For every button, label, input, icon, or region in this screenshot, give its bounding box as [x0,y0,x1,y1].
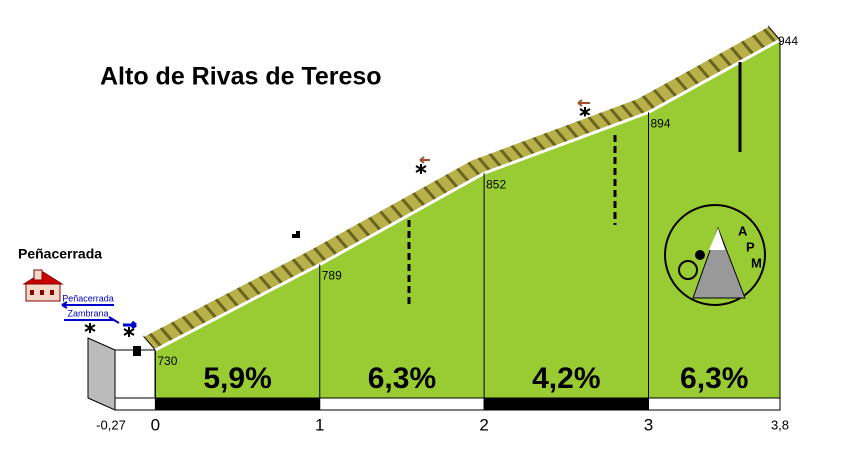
km-bar [648,397,781,411]
band-stripe [597,111,613,128]
band-stripe [553,127,569,144]
gradient-label: 5,9% [203,362,271,395]
band-stripe [170,320,185,337]
band-stripe [751,33,766,50]
asterisks [84,107,591,337]
band-stripe [291,257,306,274]
km-bar [319,397,485,411]
band-stripe [685,69,700,86]
markers [407,62,742,308]
band-stripe [236,286,251,303]
band-stripe [476,156,492,173]
x-tick-label: 3,8 [771,417,789,432]
band-stripe [619,103,635,120]
logo-letter: M [751,255,762,270]
direction-arrow [123,320,137,330]
band-stripe [258,274,273,291]
icon [133,346,141,356]
icon [292,231,300,238]
profile-edge [142,25,769,337]
band-stripe [181,314,196,331]
band-stripe [520,139,536,156]
band-stripe [740,39,755,56]
band-stripe [400,197,415,214]
x-tick-label: 1 [315,415,324,434]
logo: A P M [664,204,766,306]
band-stripe [707,57,722,74]
gradient-label: 6,3% [368,362,436,395]
band-stripe [411,191,426,208]
band-stripe [422,185,437,202]
band-stripe [367,215,382,232]
band-stripe [509,143,525,160]
sign-arrow [61,301,114,309]
band-stripe [487,152,503,168]
band-stripe [192,309,207,325]
start-area [114,349,156,399]
band-stripe [225,291,240,308]
band-stripe [455,166,470,183]
band-stripe [323,240,338,257]
band-stripe [652,88,667,105]
plot: 730 789 852 894 944 5,9% 6,3% 4,2% 6,3% -0,27 0 1 2 3… [96,25,798,434]
band-stripe [718,51,733,68]
village-icon [22,269,64,302]
elevation-label: 730 [157,354,177,368]
logo-letter: P [746,239,755,254]
band-stripe [214,297,229,314]
x-tick-label: -0,27 [96,417,126,432]
direction-arrow [419,156,430,164]
sign-arrow [64,316,120,324]
band-stripe [444,172,459,189]
x-tick-label: 3 [644,415,653,434]
gradient-label: 6,3% [680,362,748,395]
direction-arrow [577,99,590,107]
band-stripe [531,135,547,152]
band-stripe [269,268,284,285]
band-stripe [345,227,360,244]
band-stripe [696,63,711,80]
logo-letter: A [738,223,748,238]
band-stripe [542,131,558,148]
start-block [87,337,116,411]
elevation-label: 894 [651,117,671,131]
band-stripe [312,246,327,263]
band-stripe [498,147,514,164]
band-stripe [247,280,262,297]
x-tick-label: 2 [479,415,488,434]
band-stripe [608,107,624,124]
band-stripe [564,123,580,140]
band-stripe [729,45,744,62]
gradient-label: 4,2% [532,362,600,395]
band-stripe [433,179,448,195]
band-stripe [159,326,174,343]
chart-title: Alto de Rivas de Tereso [100,63,382,91]
band-stripe [280,263,295,280]
band-stripe [586,115,602,132]
elevation-label: 944 [778,34,798,48]
elevation-label: 852 [486,177,506,191]
band-stripe [378,209,393,226]
sign-label: Zambrana [67,308,108,318]
band-stripe [334,234,349,250]
band-stripe [389,203,404,220]
band-stripe [641,94,656,111]
band-stripe [762,27,777,44]
band-stripe [674,75,689,92]
elevation-label: 789 [322,269,342,283]
band-stripe [302,251,317,268]
km-bar [483,397,650,411]
sign-label: Peñacerrada [62,293,114,303]
band-stripe [466,160,481,177]
band-stripe [630,99,646,116]
band-stripe [203,303,218,320]
band-stripe [356,221,371,238]
x-tick-label: 0 [151,415,160,434]
place-name: Peñacerrada [18,246,102,262]
band-stripe [575,119,591,136]
band-stripe [148,331,163,348]
band-stripe [663,82,678,98]
km-bar [154,397,321,411]
